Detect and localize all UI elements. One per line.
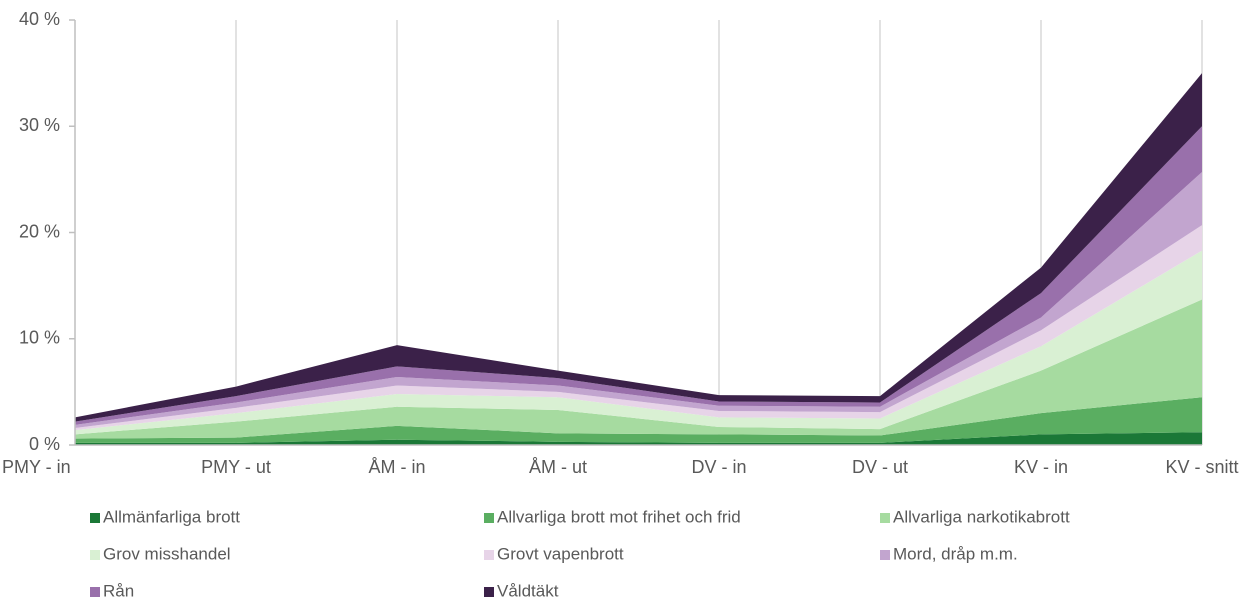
y-tick-label: 0 % xyxy=(29,434,60,454)
y-tick-label: 10 % xyxy=(19,328,60,348)
x-tick-label: KV - in xyxy=(1014,457,1068,477)
legend-swatch xyxy=(880,513,890,523)
legend-label: Allvarliga narkotikabrott xyxy=(893,507,1070,526)
x-tick-label: DV - in xyxy=(691,457,746,477)
x-tick-label: KV - snitt xyxy=(1165,457,1238,477)
legend-label: Våldtäkt xyxy=(497,581,559,600)
legend-swatch xyxy=(90,550,100,560)
y-tick-label: 40 % xyxy=(19,9,60,29)
y-tick-label: 20 % xyxy=(19,221,60,241)
legend-label: Allvarliga brott mot frihet och frid xyxy=(497,507,741,526)
legend-label: Mord, dråp m.m. xyxy=(893,544,1018,563)
legend-swatch xyxy=(484,587,494,597)
area xyxy=(75,397,1202,443)
legend-swatch xyxy=(484,513,494,523)
legend-label: Grov misshandel xyxy=(103,544,231,563)
legend-swatch xyxy=(90,513,100,523)
area xyxy=(75,432,1202,445)
legend: Allmänfarliga brott Allvarliga brott mot … xyxy=(90,507,1070,600)
x-tick-label: ÅM - in xyxy=(368,457,425,477)
y-tick-label: 30 % xyxy=(19,115,60,135)
x-tick-label: PMY - in xyxy=(2,457,71,477)
x-tick-label: ÅM - ut xyxy=(529,457,587,477)
x-tick-label: PMY - ut xyxy=(201,457,271,477)
legend-label: Allmänfarliga brott xyxy=(103,507,240,526)
legend-swatch xyxy=(90,587,100,597)
legend-label: Rån xyxy=(103,581,134,600)
legend-swatch xyxy=(484,550,494,560)
x-tick-label: DV - ut xyxy=(852,457,908,477)
legend-swatch xyxy=(880,550,890,560)
legend-label: Grovt vapenbrott xyxy=(497,544,624,563)
